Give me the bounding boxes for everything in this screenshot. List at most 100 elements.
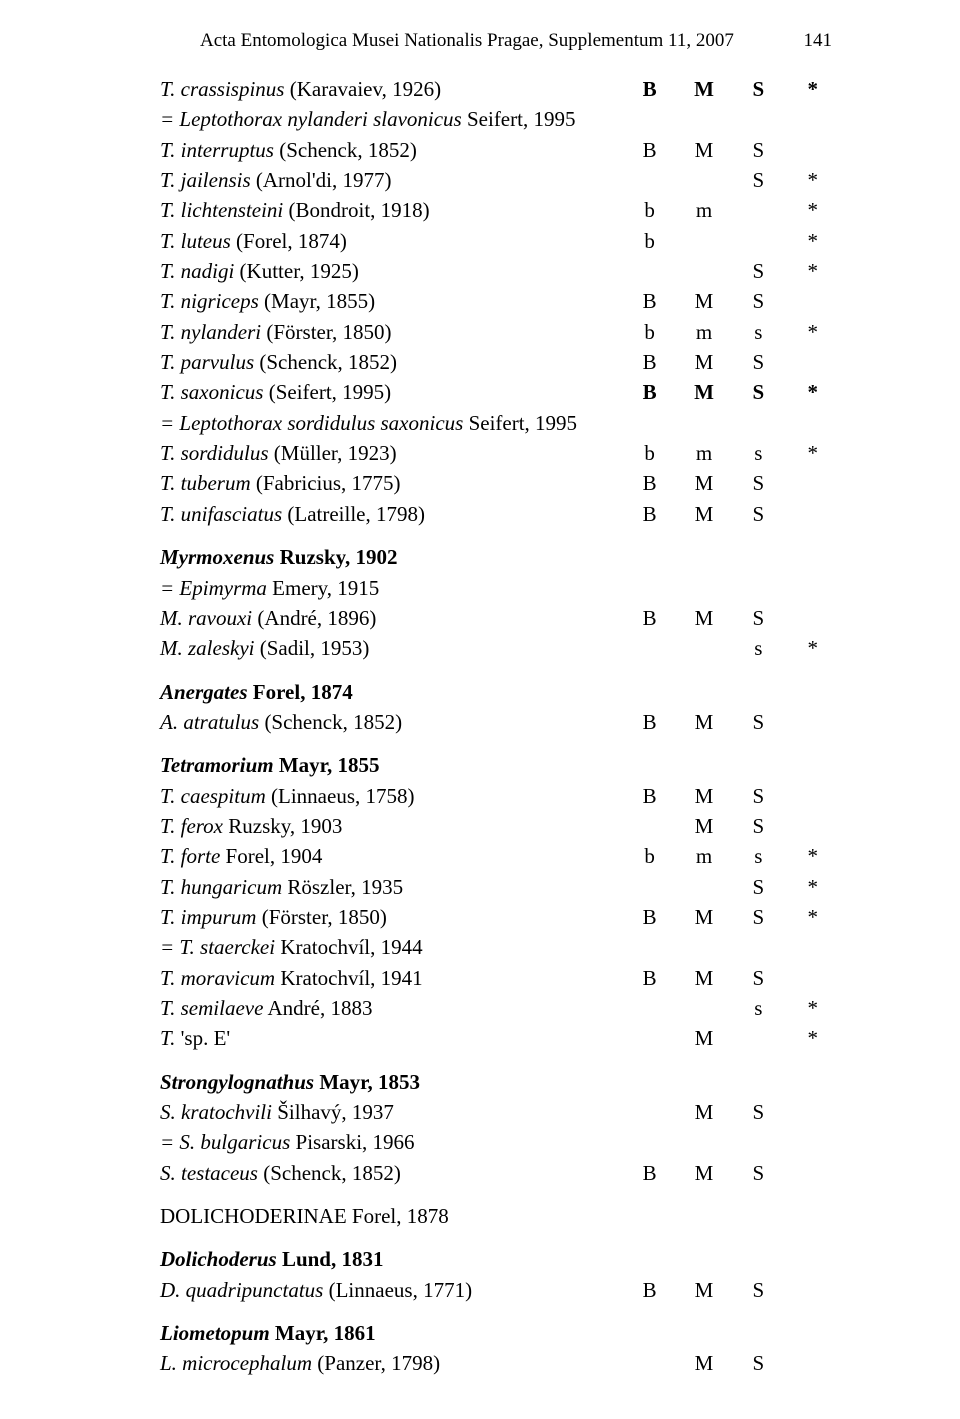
species-name: T. hungaricum Röszler, 1935 xyxy=(160,872,622,902)
col-m: m xyxy=(677,195,731,225)
synonym-note: = Leptothorax sordidulus saxonicus Seife… xyxy=(160,408,622,438)
col-x: * xyxy=(786,841,840,871)
col-b: B xyxy=(622,286,676,316)
table-row: T. caespitum (Linnaeus, 1758)BMS xyxy=(160,781,840,811)
col-b: B xyxy=(622,781,676,811)
col-x xyxy=(786,286,840,316)
col-x xyxy=(786,603,840,633)
table-row: T. parvulus (Schenck, 1852)BMS xyxy=(160,347,840,377)
species-name: T. jailensis (Arnol'di, 1977) xyxy=(160,165,622,195)
species-name: T. saxonicus (Seifert, 1995) xyxy=(160,377,622,407)
col-m xyxy=(677,226,731,256)
col-x xyxy=(786,781,840,811)
col-m xyxy=(677,256,731,286)
species-name: T. luteus (Forel, 1874) xyxy=(160,226,622,256)
col-x xyxy=(786,468,840,498)
table-row: = Epimyrma Emery, 1915 xyxy=(160,573,840,603)
species-name: S. kratochvili Šilhavý, 1937 xyxy=(160,1097,622,1127)
col-m: M xyxy=(677,902,731,932)
col-x xyxy=(786,707,840,737)
table-row: T. crassispinus (Karavaiev, 1926)BMS* xyxy=(160,74,840,104)
species-name: T. forte Forel, 1904 xyxy=(160,841,622,871)
table-row: = Leptothorax nylanderi slavonicus Seife… xyxy=(160,104,840,134)
col-s: S xyxy=(731,963,785,993)
col-b xyxy=(622,1348,676,1378)
col-x: * xyxy=(786,993,840,1023)
genus-heading: Tetramorium Mayr, 1855 xyxy=(160,737,622,780)
table-row: T. luteus (Forel, 1874)b* xyxy=(160,226,840,256)
table-row: L. microcephalum (Panzer, 1798)MS xyxy=(160,1348,840,1378)
col-b: B xyxy=(622,347,676,377)
col-m: M xyxy=(677,811,731,841)
species-table: T. crassispinus (Karavaiev, 1926)BMS*= L… xyxy=(160,74,840,1379)
col-b: B xyxy=(622,707,676,737)
genus-heading: Anergates Forel, 1874 xyxy=(160,664,622,707)
col-m: M xyxy=(677,1158,731,1188)
table-row: T. semilaeve André, 1883s* xyxy=(160,993,840,1023)
table-row: T. sordidulus (Müller, 1923)bms* xyxy=(160,438,840,468)
col-s: S xyxy=(731,286,785,316)
col-m xyxy=(677,165,731,195)
col-s: s xyxy=(731,317,785,347)
col-b xyxy=(622,993,676,1023)
col-s: S xyxy=(731,135,785,165)
col-x: * xyxy=(786,377,840,407)
col-x xyxy=(786,1097,840,1127)
species-name: S. testaceus (Schenck, 1852) xyxy=(160,1158,622,1188)
species-name: T. tuberum (Fabricius, 1775) xyxy=(160,468,622,498)
col-s: S xyxy=(731,781,785,811)
col-m: M xyxy=(677,1275,731,1305)
table-row: Liometopum Mayr, 1861 xyxy=(160,1305,840,1348)
col-x: * xyxy=(786,256,840,286)
col-m: M xyxy=(677,286,731,316)
col-s: S xyxy=(731,165,785,195)
table-row: = S. bulgaricus Pisarski, 1966 xyxy=(160,1127,840,1157)
col-x: * xyxy=(786,902,840,932)
table-row: T. moravicum Kratochvíl, 1941BMS xyxy=(160,963,840,993)
table-row: T. impurum (Förster, 1850)BMS* xyxy=(160,902,840,932)
col-s: S xyxy=(731,468,785,498)
col-x xyxy=(786,1275,840,1305)
table-row: T. jailensis (Arnol'di, 1977) S* xyxy=(160,165,840,195)
col-m: m xyxy=(677,317,731,347)
table-row: T. nigriceps (Mayr, 1855)BMS xyxy=(160,286,840,316)
col-s xyxy=(731,195,785,225)
table-row: M. zaleskyi (Sadil, 1953)s* xyxy=(160,633,840,663)
table-row: T. saxonicus (Seifert, 1995)BMS* xyxy=(160,377,840,407)
table-row: = T. staerckei Kratochvíl, 1944 xyxy=(160,932,840,962)
col-x: * xyxy=(786,165,840,195)
synonym-note: = Epimyrma Emery, 1915 xyxy=(160,573,622,603)
col-s: s xyxy=(731,633,785,663)
genus-heading: Strongylognathus Mayr, 1853 xyxy=(160,1054,622,1097)
col-m: M xyxy=(677,499,731,529)
col-s: S xyxy=(731,603,785,633)
table-row: T. nadigi (Kutter, 1925)S* xyxy=(160,256,840,286)
col-s: S xyxy=(731,1348,785,1378)
table-row: Tetramorium Mayr, 1855 xyxy=(160,737,840,780)
col-s: S xyxy=(731,811,785,841)
table-row: Dolichoderus Lund, 1831 xyxy=(160,1231,840,1274)
col-x: * xyxy=(786,1023,840,1053)
col-b: B xyxy=(622,902,676,932)
col-m: M xyxy=(677,1348,731,1378)
col-m: M xyxy=(677,1097,731,1127)
col-b: B xyxy=(622,468,676,498)
synonym-note: = S. bulgaricus Pisarski, 1966 xyxy=(160,1127,622,1157)
col-m: M xyxy=(677,963,731,993)
table-row: T. forte Forel, 1904bms* xyxy=(160,841,840,871)
table-row: Anergates Forel, 1874 xyxy=(160,664,840,707)
species-name: D. quadripunctatus (Linnaeus, 1771) xyxy=(160,1275,622,1305)
col-m: M xyxy=(677,1023,731,1053)
table-row: Myrmoxenus Ruzsky, 1902 xyxy=(160,529,840,572)
species-name: M. zaleskyi (Sadil, 1953) xyxy=(160,633,622,663)
col-s: s xyxy=(731,841,785,871)
col-x xyxy=(786,499,840,529)
table-row: S. testaceus (Schenck, 1852)BMS xyxy=(160,1158,840,1188)
col-m: M xyxy=(677,603,731,633)
col-m xyxy=(677,993,731,1023)
col-b: B xyxy=(622,135,676,165)
col-m xyxy=(677,872,731,902)
col-b: b xyxy=(622,195,676,225)
col-m: m xyxy=(677,438,731,468)
col-m: M xyxy=(677,377,731,407)
